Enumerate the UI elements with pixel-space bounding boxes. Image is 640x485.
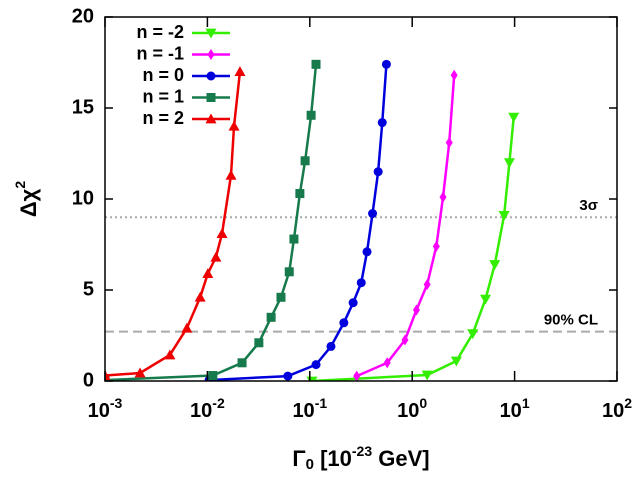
series-line [105, 64, 318, 381]
marker [326, 341, 336, 351]
y-tick-label: 5 [83, 278, 94, 300]
legend-label: n = 1 [142, 86, 184, 106]
marker [205, 28, 217, 39]
x-tick-exponent: 0 [419, 395, 427, 411]
marker [205, 113, 217, 124]
series-line [311, 116, 515, 381]
x-tick-exponent: -3 [110, 395, 123, 411]
x-tick-base: 10 [500, 400, 522, 422]
marker [311, 59, 321, 69]
marker [306, 110, 316, 120]
marker [164, 349, 176, 360]
marker [450, 356, 462, 367]
x-tick-label: 100 [397, 395, 427, 423]
marker [311, 360, 321, 370]
x-tick-label: 102 [602, 395, 632, 423]
x-tick-exponent: -2 [212, 395, 225, 411]
reference-label: 90% CL [544, 312, 598, 329]
marker [377, 118, 387, 128]
marker [254, 338, 264, 348]
legend-label: n = -2 [136, 22, 184, 42]
marker [498, 210, 510, 221]
x-tick-label: 10-2 [190, 395, 225, 423]
marker [339, 318, 349, 328]
x-tick-base: 10 [190, 400, 212, 422]
y-tick-label: 0 [83, 369, 94, 391]
x-tick-base: 10 [292, 400, 314, 422]
series-layer [105, 59, 520, 381]
marker [383, 357, 391, 369]
x-tick-base: 10 [602, 400, 624, 422]
marker [206, 71, 216, 81]
marker [439, 191, 447, 203]
marker [210, 251, 222, 262]
marker [362, 247, 372, 257]
x-tick-exponent: 2 [624, 395, 632, 411]
marker [423, 279, 431, 291]
series-line [209, 64, 388, 381]
marker [503, 158, 515, 169]
marker [412, 304, 420, 316]
x-axis-label: Γ0 [10-23 GeV] [292, 443, 429, 473]
marker [202, 268, 214, 279]
marker [206, 93, 216, 102]
marker [284, 267, 294, 277]
y-tick-label: 15 [72, 96, 94, 118]
marker [208, 371, 218, 381]
legend-label: n = 0 [142, 65, 184, 85]
marker [356, 278, 366, 288]
legend: n = -2n = -1n = 0n = 1n = 2 [136, 22, 230, 128]
marker [237, 358, 247, 368]
marker [508, 112, 520, 123]
marker [467, 329, 479, 340]
legend-label: n = 2 [142, 108, 184, 128]
x-tick-label: 101 [500, 395, 530, 423]
marker [489, 260, 501, 271]
marker [276, 292, 286, 302]
marker [216, 228, 228, 238]
marker [105, 370, 111, 380]
x-tick-base: 10 [397, 400, 419, 422]
marker [450, 69, 458, 81]
marker [295, 189, 305, 199]
marker [381, 59, 391, 69]
x-tick-label: 10-3 [88, 395, 123, 423]
marker [225, 169, 237, 180]
marker [228, 120, 240, 131]
y-tick-label: 20 [72, 5, 94, 27]
marker [348, 298, 358, 308]
legend-label: n = -1 [136, 43, 184, 63]
y-axis-label: Δχ2 [12, 181, 41, 217]
marker [207, 49, 215, 60]
marker [283, 371, 293, 381]
marker [373, 167, 383, 177]
marker [300, 156, 310, 166]
x-tick-exponent: -1 [315, 395, 328, 411]
marker [480, 294, 492, 305]
marker [194, 291, 206, 302]
y-tick-label: 10 [72, 187, 94, 209]
marker [353, 370, 361, 381]
x-tick-exponent: 1 [522, 395, 530, 411]
marker [234, 66, 246, 76]
marker [445, 137, 453, 149]
marker [432, 240, 440, 252]
marker [181, 322, 193, 333]
grid-layer [105, 216, 617, 333]
x-tick-label: 10-1 [292, 395, 327, 423]
marker [368, 209, 378, 219]
marker [421, 370, 433, 381]
marker [134, 367, 146, 378]
x-tick-base: 10 [88, 400, 110, 422]
marker [289, 234, 299, 244]
marker [401, 334, 409, 346]
reference-label: 3σ [579, 197, 598, 214]
marker [266, 312, 276, 322]
